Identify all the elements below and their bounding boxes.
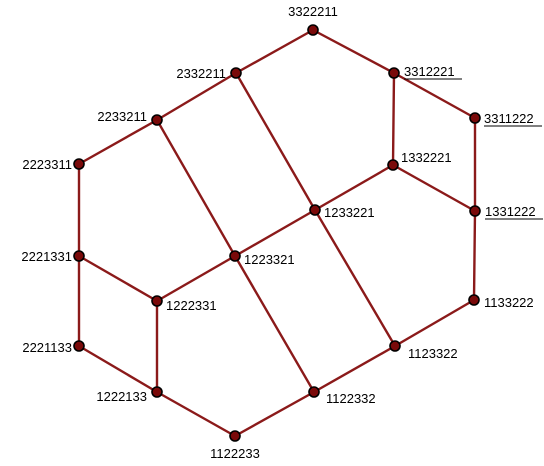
node-label-2233211: 2233211 (97, 109, 147, 124)
node-label-1133222: 1133222 (484, 295, 534, 310)
edge-2233211-2223311 (77, 118, 159, 166)
edge-1223321-1222331 (155, 254, 237, 303)
node-label-2221331: 2221331 (21, 249, 72, 264)
node-1122233 (229, 430, 241, 442)
node-label-1122233: 1122233 (210, 446, 260, 461)
edge-3322211-3312221 (311, 28, 396, 75)
nodes-layer (73, 24, 481, 442)
edge-1223321-1122332 (233, 254, 316, 394)
edge-2332211-1233221 (234, 71, 317, 212)
node-label-2223311: 2223311 (22, 157, 72, 172)
node-1222133 (151, 386, 163, 398)
node-label-1233221: 1233221 (324, 205, 375, 220)
edge-1222133-1122233 (155, 390, 237, 438)
node-label-2221133: 2221133 (22, 340, 72, 355)
labels-layer: 3322211 2332211 3312221 2233211 3311222 13322… (21, 4, 543, 461)
edge-1123322-1122332 (312, 344, 397, 394)
node-1133222 (468, 294, 480, 306)
node-label-1122332: 1122332 (326, 391, 376, 406)
edge-1233221-1123322 (313, 208, 397, 348)
node-3312221 (388, 67, 400, 79)
edge-2221331-1222331 (77, 254, 159, 303)
edge-1233221-1223321 (233, 208, 317, 258)
node-1223321 (229, 250, 241, 262)
edge-3312221-3311222 (392, 71, 477, 120)
node-1122332 (308, 386, 320, 398)
node-3322211 (307, 24, 319, 36)
node-2223311 (73, 158, 85, 170)
node-1332221 (387, 159, 399, 171)
node-label-3311222: 3311222 (484, 111, 534, 126)
node-label-1332221: 1332221 (401, 150, 452, 165)
edge-2221133-1222133 (77, 344, 159, 394)
node-1233221 (309, 204, 321, 216)
edge-1133222-1123322 (393, 298, 476, 348)
edge-1332221-1233221 (313, 163, 395, 212)
node-label-1331222: 1331222 (485, 204, 536, 219)
node-2233211 (151, 114, 163, 126)
node-2332211 (230, 67, 242, 79)
edge-3312221-1332221 (391, 71, 396, 167)
edge-2233211-1223321 (155, 118, 237, 258)
node-1331222 (469, 205, 481, 217)
node-label-2332211: 2332211 (176, 66, 226, 81)
node-label-3322211: 3322211 (288, 4, 338, 19)
edge-3322211-2332211 (234, 28, 315, 75)
node-1222331 (151, 295, 163, 307)
node-label-1222331: 1222331 (166, 298, 217, 313)
node-2221133 (73, 340, 85, 352)
node-label-3312221: 3312221 (404, 64, 455, 79)
edge-2332211-2233211 (155, 71, 238, 122)
node-3311222 (469, 112, 481, 124)
node-2221331 (73, 250, 85, 262)
node-label-1223321: 1223321 (244, 252, 295, 267)
edge-1332221-1331222 (391, 163, 477, 213)
node-1123322 (389, 340, 401, 352)
edges-layer (77, 28, 477, 438)
edge-1122332-1122233 (233, 390, 316, 438)
node-label-1222133: 1222133 (96, 389, 147, 404)
edge-1331222-1133222 (472, 209, 477, 302)
node-label-1123322: 1123322 (408, 346, 458, 361)
